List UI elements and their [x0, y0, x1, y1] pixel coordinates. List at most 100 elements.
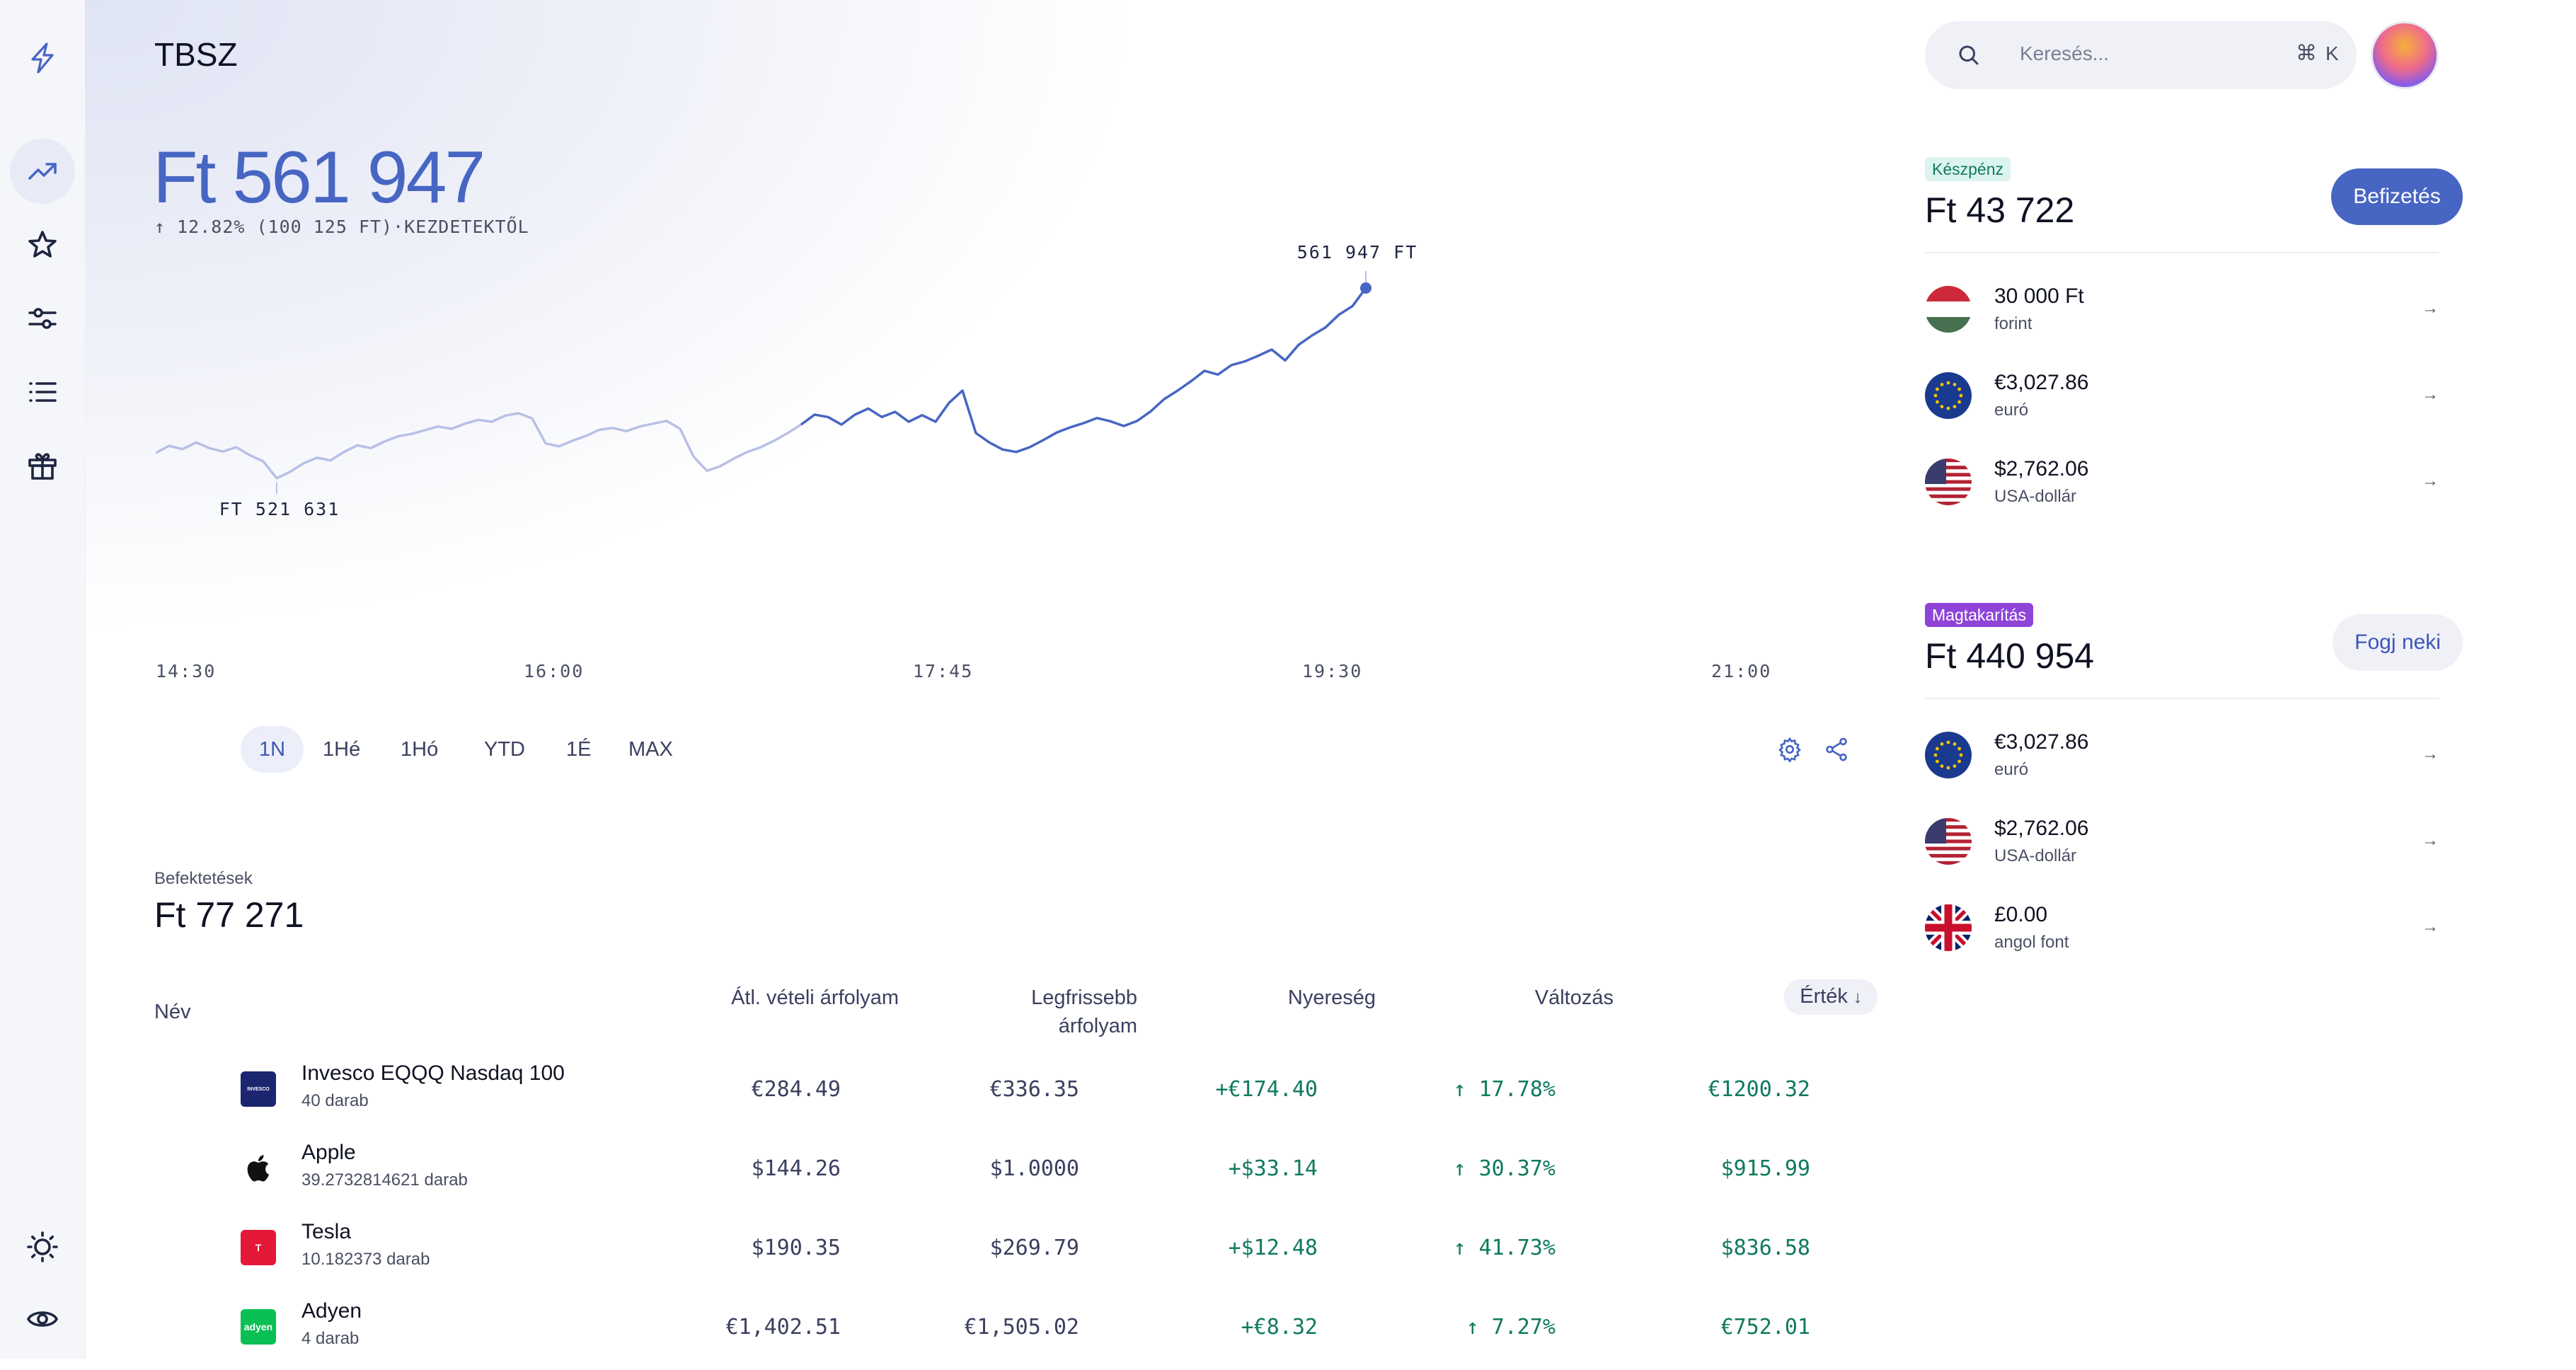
- table-row[interactable]: INVESCO Invesco EQQQ Nasdaq 100 40 darab €2…: [154, 1059, 1867, 1132]
- sliders-icon[interactable]: [10, 286, 75, 351]
- currency-name: euró: [1994, 760, 2029, 779]
- arrow-right-icon: →: [2422, 831, 2439, 850]
- col-name[interactable]: Név: [154, 1001, 191, 1023]
- profit: +€8.32: [1241, 1315, 1318, 1340]
- range-button-1hé[interactable]: 1Hé: [323, 738, 361, 761]
- currency-name: euró: [1994, 401, 2029, 420]
- share-icon[interactable]: [1823, 736, 1850, 766]
- sun-icon[interactable]: [10, 1214, 75, 1279]
- col-latest-price[interactable]: Legfrissebb árfolyam: [1031, 984, 1137, 1040]
- change: ↑ 30.37%: [1454, 1156, 1556, 1181]
- cash-badge: Készpénz: [1925, 157, 2011, 181]
- eye-icon[interactable]: [10, 1286, 75, 1352]
- x-tick-label: 19:30: [1302, 661, 1362, 681]
- avg-price: €284.49: [751, 1077, 841, 1102]
- currency-amount: €3,027.86: [1994, 371, 2089, 394]
- arrow-right-icon: →: [2422, 385, 2439, 404]
- change-value: 30.37%: [1478, 1156, 1556, 1181]
- low-label: FT 521 631: [219, 499, 340, 519]
- arrow-right-icon: →: [2422, 299, 2439, 318]
- us-flag-icon: [1925, 459, 1972, 505]
- eu-flag-icon: [1925, 372, 1972, 419]
- logo-text: adyen: [243, 1321, 273, 1332]
- latest-price: $269.79: [989, 1236, 1079, 1260]
- asset-name: Invesco EQQQ Nasdaq 100: [301, 1061, 565, 1085]
- high-point[interactable]: [1360, 282, 1372, 294]
- range-button-ytd[interactable]: YTD: [484, 738, 525, 761]
- adyen-logo-icon: adyen: [241, 1309, 276, 1345]
- trending-up-icon[interactable]: [10, 139, 75, 204]
- search-bar[interactable]: Keresés... ⌘ K: [1925, 21, 2357, 89]
- currency-row-us[interactable]: $2,762.06 USA-dollár →: [1925, 451, 2439, 522]
- gain-text: 12.82% (100 125 FT)·KEZDETEKTŐL: [177, 217, 529, 237]
- hu-flag-icon: [1925, 286, 1972, 333]
- bolt-logo-icon[interactable]: [10, 25, 75, 91]
- arrow-up-icon: ↑: [1453, 1156, 1466, 1181]
- currency-amount: €3,027.86: [1994, 730, 2089, 754]
- latest-price: $1.0000: [989, 1156, 1079, 1181]
- col-value-label: Érték: [1800, 985, 1848, 1008]
- col-value-sorted[interactable]: Érték ↓: [1784, 979, 1878, 1015]
- us-flag-icon: [1925, 818, 1972, 865]
- latest-price: €1,505.02: [964, 1315, 1079, 1340]
- arrow-right-icon: →: [2422, 744, 2439, 764]
- value: $915.99: [1720, 1156, 1810, 1181]
- range-button-1n[interactable]: 1N: [241, 726, 304, 773]
- currency-row-eu[interactable]: €3,027.86 euró →: [1925, 365, 2439, 436]
- apple-logo-icon: [241, 1151, 276, 1186]
- change-value: 17.78%: [1478, 1077, 1556, 1102]
- col-avg-price[interactable]: Átl. vételi árfolyam: [731, 986, 899, 1009]
- asset-name: Adyen: [301, 1299, 362, 1323]
- avatar[interactable]: [2371, 21, 2439, 89]
- search-icon: [1959, 45, 1979, 65]
- change-value: 41.73%: [1478, 1236, 1556, 1260]
- asset-quantity: 10.182373 darab: [301, 1250, 430, 1269]
- shortcut-key: K: [2325, 42, 2339, 64]
- list-icon[interactable]: [10, 359, 75, 425]
- logo-text: T: [255, 1242, 262, 1253]
- range-button-max[interactable]: MAX: [628, 738, 673, 761]
- gift-icon[interactable]: [10, 433, 75, 498]
- portfolio-total: Ft 561 947: [153, 137, 485, 219]
- x-tick-label: 21:00: [1711, 661, 1769, 681]
- currency-amount: £0.00: [1994, 903, 2048, 926]
- gain-summary: ↑ 12.82% (100 125 FT)·KEZDETEKTŐL: [154, 217, 529, 237]
- search-input[interactable]: Keresés...: [2020, 42, 2110, 64]
- invesco-logo-icon: INVESCO: [241, 1071, 276, 1107]
- avg-price: €1,402.51: [725, 1315, 841, 1340]
- star-icon[interactable]: [10, 212, 75, 277]
- value: $836.58: [1720, 1236, 1810, 1260]
- currency-name: USA-dollár: [1994, 846, 2077, 865]
- currency-row-gb[interactable]: £0.00 angol font →: [1925, 897, 2439, 968]
- col-profit[interactable]: Nyereség: [1287, 986, 1376, 1009]
- header-background: [85, 0, 1146, 637]
- range-button-1hó[interactable]: 1Hó: [401, 738, 439, 761]
- currency-row-eu[interactable]: €3,027.86 euró →: [1925, 725, 2439, 795]
- currency-row-us[interactable]: $2,762.06 USA-dollár →: [1925, 811, 2439, 882]
- asset-name: Apple: [301, 1141, 356, 1164]
- start-savings-button[interactable]: Fogj neki: [2333, 614, 2463, 671]
- value: €1200.32: [1708, 1077, 1811, 1102]
- settings-icon[interactable]: [1776, 736, 1803, 766]
- range-button-1é[interactable]: 1É: [566, 738, 592, 761]
- table-row[interactable]: Apple 39.2732814621 darab $144.26 $1.0000 +$…: [154, 1138, 1867, 1211]
- value: €752.01: [1720, 1315, 1810, 1340]
- col-change[interactable]: Változás: [1534, 986, 1614, 1009]
- shortcut-command-icon: ⌘: [2296, 42, 2317, 65]
- table-row[interactable]: adyen Adyen 4 darab €1,402.51 €1,505.02 +€8.3…: [154, 1296, 1867, 1370]
- deposit-button[interactable]: Befizetés: [2331, 168, 2463, 225]
- arrow-right-icon: →: [2422, 917, 2439, 936]
- portfolio-chart[interactable]: 561 947 FT FT 521 631 14:30 16:00 17:45 19:30…: [156, 241, 1769, 693]
- arrow-up-icon: ↑: [154, 217, 166, 237]
- currency-name: angol font: [1994, 933, 2069, 952]
- divider: [1925, 252, 2439, 253]
- x-tick-label: 16:00: [524, 661, 584, 681]
- table-row[interactable]: T Tesla 10.182373 darab $190.35 $269.79 +$12.…: [154, 1217, 1867, 1291]
- profit: +$33.14: [1228, 1156, 1318, 1181]
- logo-text: INVESCO: [247, 1086, 270, 1092]
- currency-amount: $2,762.06: [1994, 457, 2089, 480]
- change: ↑ 7.27%: [1466, 1315, 1556, 1340]
- col-latest-price-line1: Legfrissebb: [1031, 986, 1137, 1009]
- currency-row-hu[interactable]: 30 000 Ft forint →: [1925, 279, 2439, 350]
- investments-total: Ft 77 271: [154, 895, 304, 935]
